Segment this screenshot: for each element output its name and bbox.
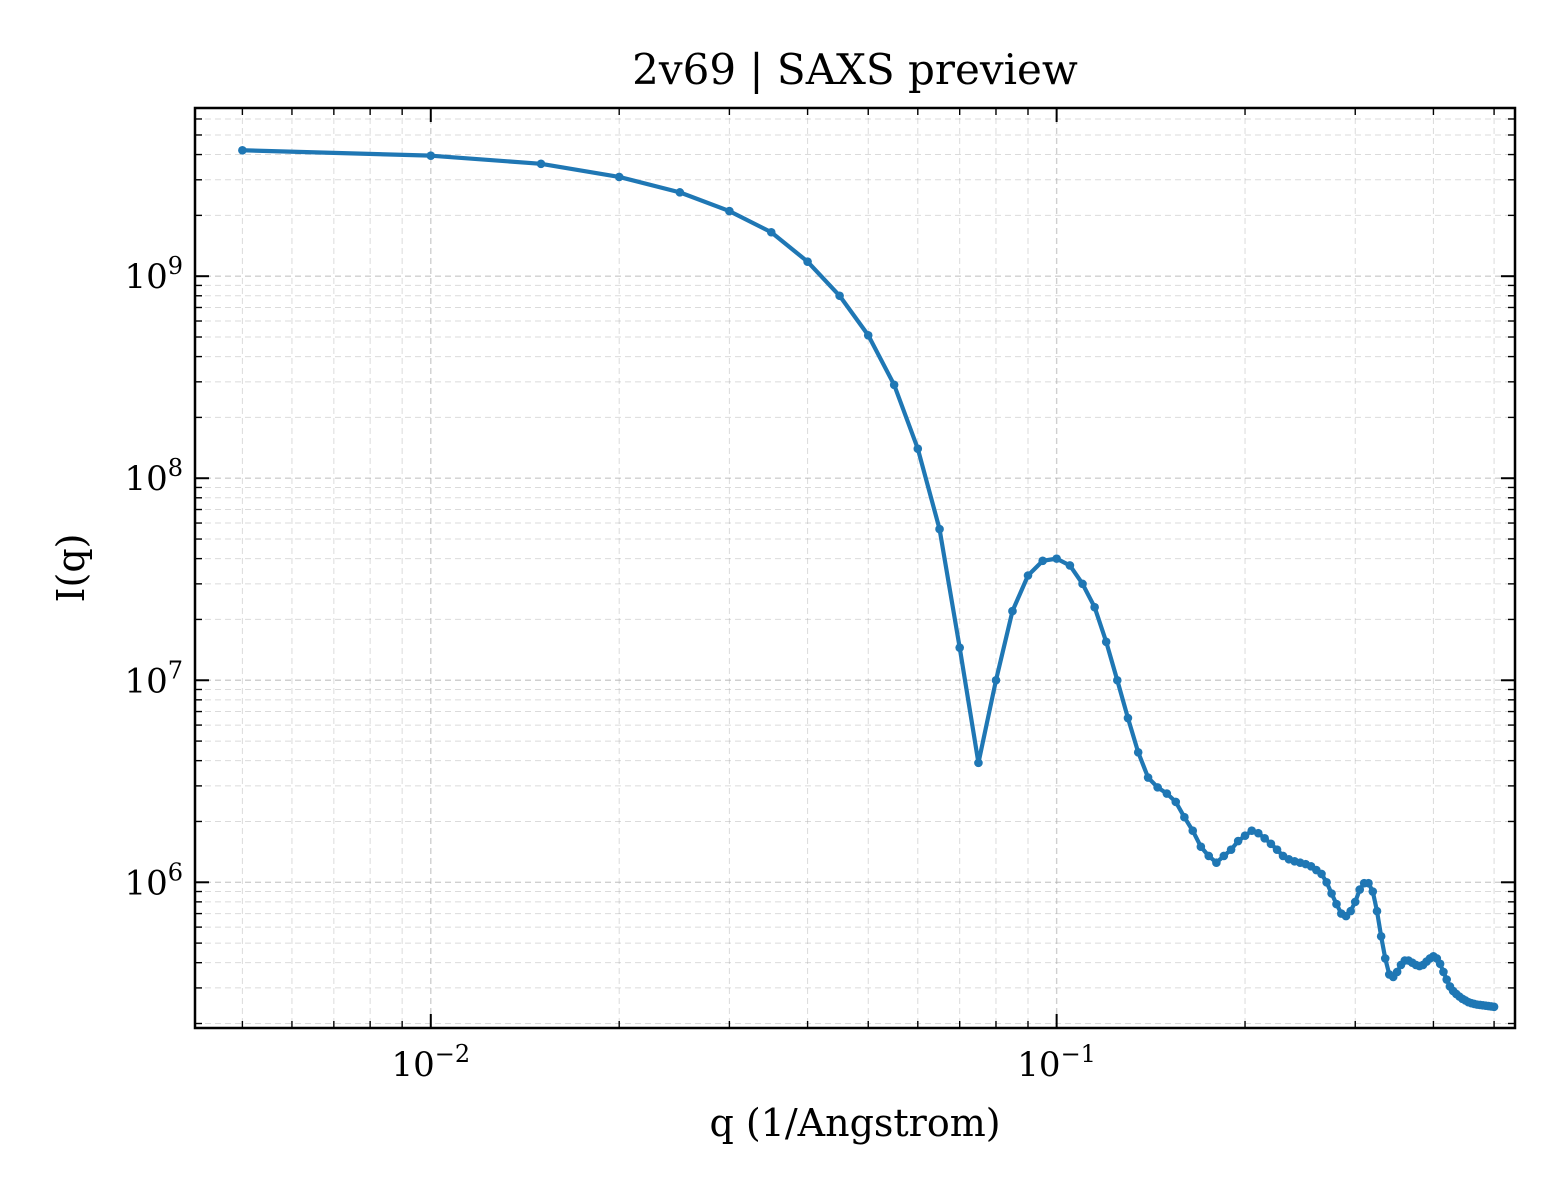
data-point	[1364, 878, 1373, 888]
y-axis-title: I(q)	[49, 534, 93, 603]
data-point	[835, 291, 844, 301]
data-point	[1101, 637, 1111, 647]
data-point	[1355, 885, 1365, 894]
data-point	[1439, 967, 1448, 977]
plot-frame	[193, 106, 1517, 1030]
data-point	[1090, 602, 1099, 612]
data-point	[1392, 967, 1402, 977]
data-point	[1196, 842, 1206, 852]
data-point	[1078, 579, 1087, 589]
data-point	[974, 758, 983, 768]
data-point	[1435, 959, 1445, 969]
data-point	[766, 227, 776, 237]
data-point	[863, 330, 873, 340]
data-point	[1442, 975, 1451, 984]
data-point	[1023, 571, 1033, 580]
data-point	[1346, 906, 1355, 916]
grid-lines	[195, 108, 1515, 1028]
series-layer	[238, 145, 1499, 1012]
data-point	[536, 159, 546, 169]
data-point	[1188, 826, 1198, 836]
x-tick-label: 10−2	[391, 1040, 470, 1085]
y-tick-label: 108	[124, 454, 183, 499]
y-tick-label: 106	[124, 858, 183, 903]
x-axis-title: q (1/Angstrom)	[709, 1101, 1000, 1145]
data-point	[426, 151, 436, 160]
data-point	[1219, 851, 1229, 861]
data-point	[1212, 858, 1221, 868]
data-point	[991, 675, 1001, 685]
data-point	[1162, 789, 1172, 798]
y-tick-label: 107	[124, 656, 183, 701]
data-point	[1317, 869, 1326, 879]
data-point	[1038, 556, 1047, 566]
data-point	[614, 172, 624, 182]
data-point	[1332, 899, 1341, 909]
data-point	[1180, 812, 1189, 822]
data-point	[1052, 554, 1061, 563]
data-point	[1260, 834, 1269, 843]
data-point	[1133, 747, 1143, 757]
y-tick-label: 109	[124, 252, 183, 297]
data-point	[1204, 851, 1214, 861]
data-point	[803, 257, 812, 266]
data-point	[913, 444, 923, 454]
data-point	[1008, 606, 1017, 616]
data-point	[1247, 826, 1257, 836]
data-point	[1240, 831, 1250, 841]
data-point	[1112, 675, 1122, 685]
x-tick-label: 10−1	[1017, 1040, 1096, 1085]
data-point	[1327, 889, 1336, 898]
data-point	[1489, 1002, 1499, 1012]
tick-labels: 10−2 10−1 106 107 108 109	[124, 252, 1096, 1085]
data-point	[675, 188, 685, 197]
chart-title: 2v69 | SAXS preview	[632, 45, 1078, 94]
data-point	[1153, 783, 1162, 792]
data-point	[935, 524, 944, 534]
data-point	[955, 643, 964, 652]
data-point	[1171, 797, 1181, 807]
data-point	[1143, 773, 1153, 782]
data-point	[1380, 954, 1390, 963]
data-point	[1253, 828, 1263, 838]
data-point	[1372, 906, 1382, 916]
data-point	[889, 380, 899, 390]
data-point	[1272, 845, 1282, 854]
data-point	[1065, 561, 1075, 570]
data-point	[1123, 713, 1133, 723]
data-point	[1368, 887, 1378, 896]
data-point	[1350, 897, 1360, 907]
data-point	[1376, 932, 1386, 941]
data-point	[1233, 836, 1243, 846]
data-point	[1226, 845, 1236, 854]
data-point	[1266, 839, 1276, 849]
data-point	[238, 145, 247, 155]
data-point	[725, 206, 734, 216]
data-point	[1322, 877, 1331, 887]
